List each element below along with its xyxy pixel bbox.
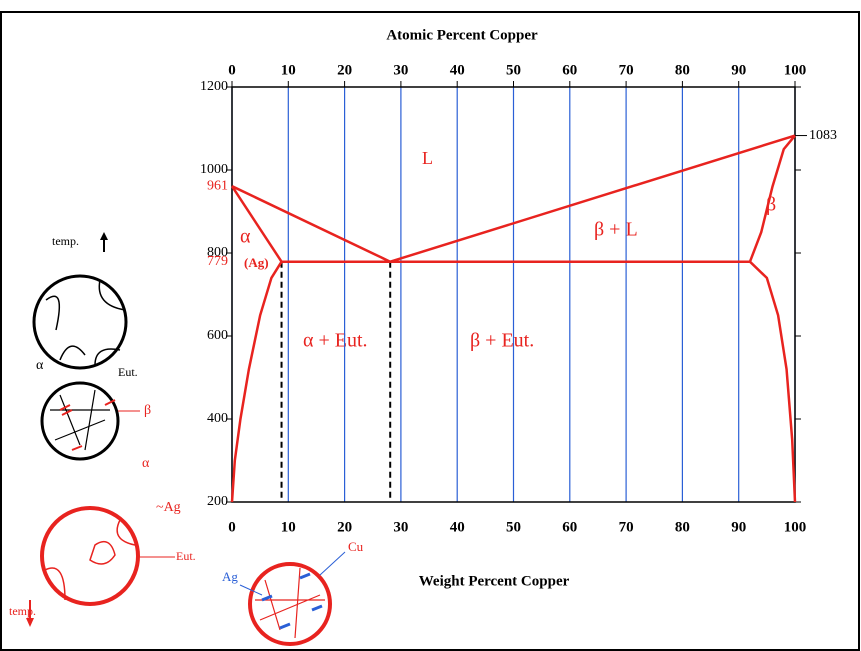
sketch-label: ~Ag [156, 500, 181, 515]
sketch-label: β [144, 403, 151, 418]
region-label: (Ag) [244, 255, 269, 270]
sketch-label: Ag [222, 569, 238, 584]
sketch: β α [42, 383, 151, 471]
region-label: α + Eut. [303, 330, 368, 352]
y-tick-label: 1200 [200, 79, 228, 94]
sketch: Cu Ag [222, 539, 364, 644]
top-tick-label: 0 [228, 62, 236, 78]
top-title: Atomic Percent Copper [386, 27, 538, 43]
sketch-label: Cu [348, 539, 364, 554]
region-label: L [422, 148, 433, 168]
y-tick-label: 600 [207, 328, 228, 343]
top-tick-label: 60 [562, 62, 577, 78]
top-tick-label: 20 [337, 62, 352, 78]
phase-boundary [232, 262, 282, 502]
top-tick-label: 10 [281, 62, 296, 78]
sketch-label: temp. [52, 234, 79, 248]
x-tick-label: 20 [337, 519, 352, 535]
sketch-label: temp. [9, 604, 36, 618]
x-tick-label: 30 [393, 519, 408, 535]
x-tick-label: 100 [784, 519, 807, 535]
sketch-label: α [142, 456, 150, 471]
top-tick-label: 30 [393, 62, 408, 78]
sketch: ~Ag Eut. temp. [9, 500, 196, 627]
top-tick-label: 50 [506, 62, 521, 78]
region-label: β + Eut. [470, 330, 534, 352]
y-tick-label: 400 [207, 411, 228, 426]
frame [1, 12, 859, 650]
region-label: β + L [594, 219, 638, 241]
page: Atomic Percent Copper Weight Percent Cop… [0, 0, 861, 651]
phase-boundary [750, 262, 795, 502]
top-tick-label: 40 [450, 62, 465, 78]
x-tick-label: 50 [506, 519, 521, 535]
top-tick-label: 100 [784, 62, 807, 78]
sketch-label: Eut. [176, 549, 196, 563]
x-label: Weight Percent Copper [419, 573, 570, 589]
x-tick-label: 40 [450, 519, 465, 535]
sketch-label: Eut. [118, 365, 138, 379]
temp-label: 779 [207, 254, 228, 269]
x-tick-label: 80 [675, 519, 690, 535]
y-tick-label: 1000 [200, 162, 228, 177]
x-tick-label: 60 [562, 519, 577, 535]
top-tick-label: 70 [619, 62, 634, 78]
x-tick-label: 70 [619, 519, 634, 535]
x-tick-label: 10 [281, 519, 296, 535]
temp-label: 961 [207, 178, 228, 193]
x-tick-label: 90 [731, 519, 746, 535]
sketch-label: α [36, 358, 44, 373]
sketch: temp. α Eut. [34, 232, 138, 379]
top-tick-label: 90 [731, 62, 746, 78]
top-tick-label: 80 [675, 62, 690, 78]
region-label: α [240, 226, 251, 248]
temp-label: 1083 [809, 128, 837, 143]
y-tick-label: 200 [207, 494, 228, 509]
x-tick-label: 0 [228, 519, 236, 535]
